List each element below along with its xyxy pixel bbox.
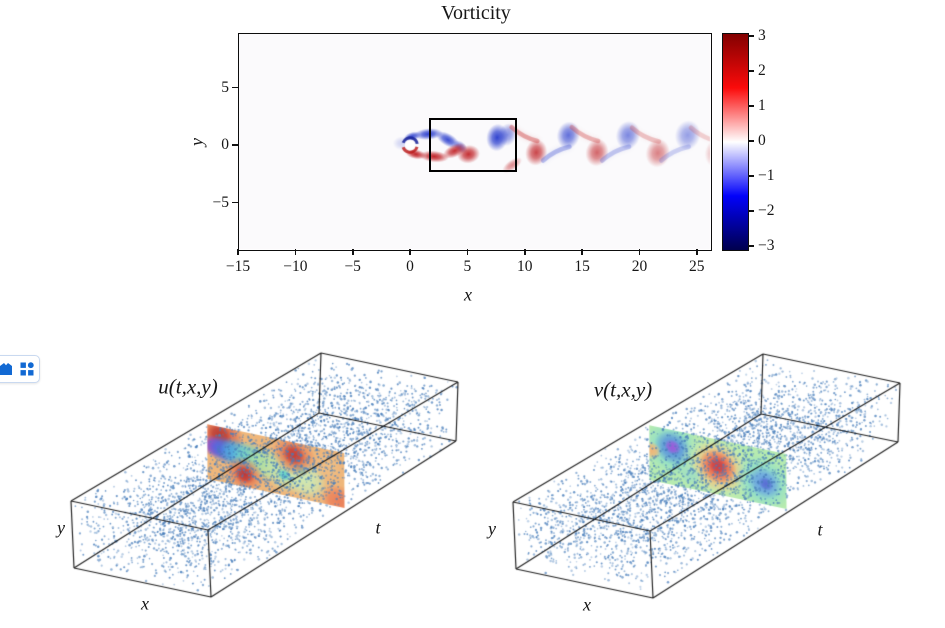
x-tick-label: −10 xyxy=(283,258,308,275)
y-tick-mark xyxy=(232,201,238,204)
colorbar-tick-mark xyxy=(748,245,754,247)
x-tick-mark xyxy=(466,249,469,255)
colorbar-tick-mark xyxy=(748,210,754,212)
colorbar-tick-mark xyxy=(748,175,754,177)
colorbar-tick-label: 2 xyxy=(758,62,766,79)
cube-u-y-label: y xyxy=(57,517,65,538)
colorbar-tick-label: −1 xyxy=(758,167,775,184)
colorbar-tick-label: 3 xyxy=(758,27,766,44)
cube-u-title: u(t,x,y) xyxy=(158,374,218,399)
x-tick-label: 0 xyxy=(406,258,414,275)
y-tick-mark xyxy=(232,144,238,146)
x-tick-label: −15 xyxy=(225,258,251,275)
cube-v-x-label: x xyxy=(583,594,591,615)
colorbar-tick-mark xyxy=(748,105,754,107)
sampling-region-rect xyxy=(429,118,517,172)
cube-v-title: v(t,x,y) xyxy=(593,377,653,402)
x-tick-mark xyxy=(581,249,583,255)
x-tick-mark xyxy=(409,249,411,255)
x-tick-label: 15 xyxy=(574,258,590,275)
bookmark-icon[interactable] xyxy=(0,362,13,376)
colorbar-tick-label: 0 xyxy=(758,132,766,149)
x-tick-label: 25 xyxy=(689,258,705,275)
y-tick-label: −5 xyxy=(212,193,230,211)
x-tick-label: 10 xyxy=(517,258,533,275)
cube-v-y-label: y xyxy=(488,518,496,539)
y-axis-label: y xyxy=(186,138,207,146)
vorticity-title: Vorticity xyxy=(441,2,511,24)
colorbar-tick-mark xyxy=(748,140,754,142)
x-tick-mark xyxy=(638,249,641,255)
apps-grid-icon[interactable] xyxy=(20,362,34,376)
y-tick-label: 0 xyxy=(221,136,229,153)
x-tick-label: −5 xyxy=(344,258,361,275)
y-tick-label: 5 xyxy=(221,78,229,96)
x-tick-label: 5 xyxy=(463,258,472,275)
x-tick-mark xyxy=(524,249,526,255)
x-tick-mark xyxy=(294,249,297,255)
x-tick-label: 20 xyxy=(631,258,648,275)
colorbar-tick-mark xyxy=(748,35,754,37)
extension-widget[interactable] xyxy=(0,355,40,383)
x-tick-mark xyxy=(696,249,698,255)
x-axis-label: x xyxy=(464,284,472,305)
cube-u-x-label: x xyxy=(141,593,149,614)
colorbar-tick-label: −2 xyxy=(758,202,775,219)
colorbar-tick-label: 1 xyxy=(758,97,766,114)
x-tick-mark xyxy=(237,249,239,255)
colorbar xyxy=(722,33,749,251)
y-tick-mark xyxy=(232,86,238,89)
cube-v-t-label: t xyxy=(817,519,823,540)
vorticity-plot-frame xyxy=(238,33,712,251)
colorbar-tick-mark xyxy=(748,70,754,72)
colorbar-tick-label: −3 xyxy=(758,237,775,254)
x-tick-mark xyxy=(352,249,354,255)
cube-u-t-label: t xyxy=(375,517,381,538)
